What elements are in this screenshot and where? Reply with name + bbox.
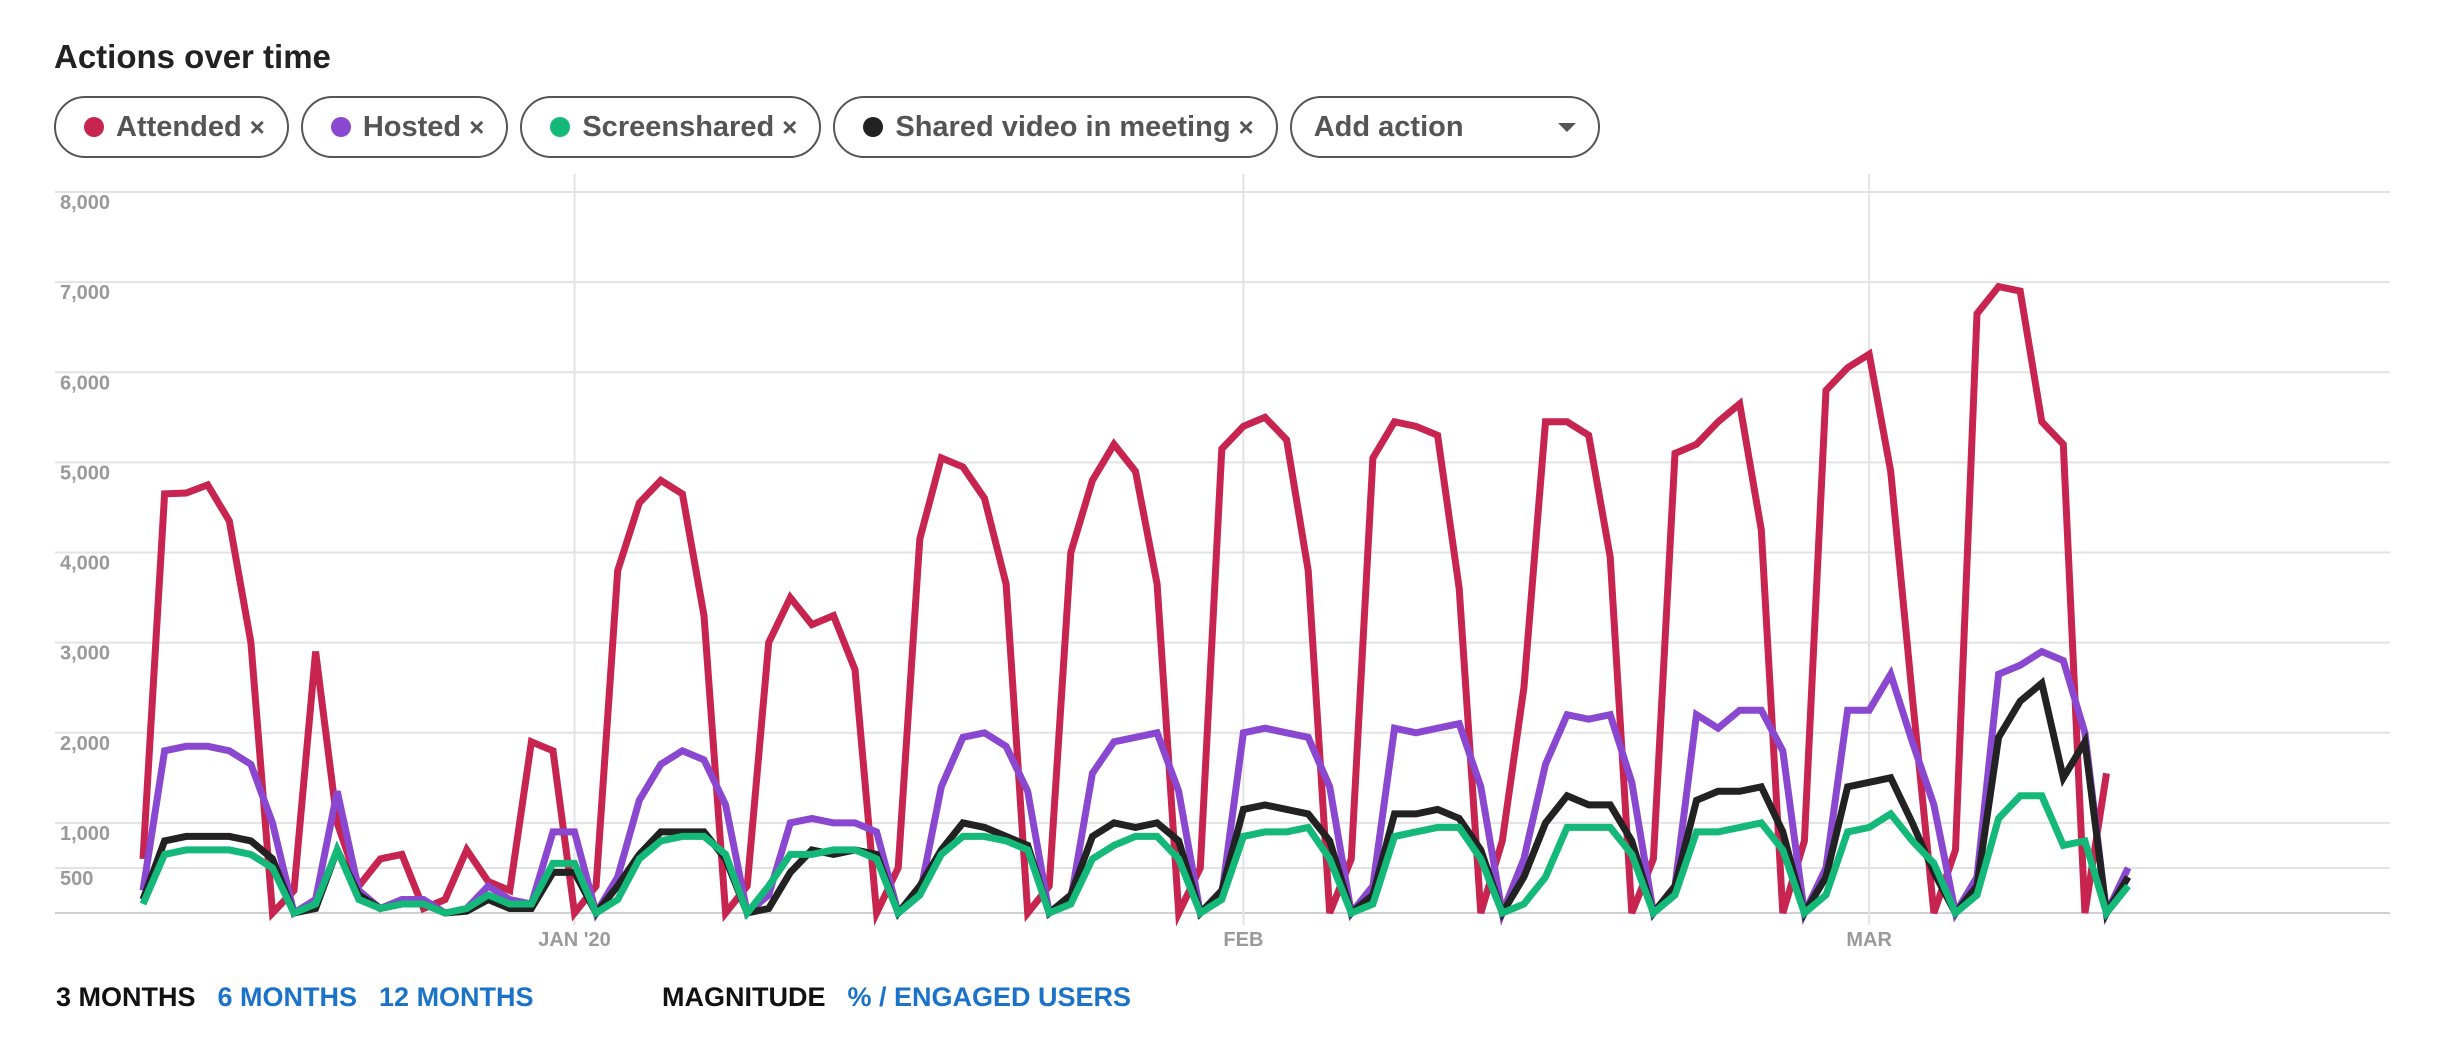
y-tick-label: 5,000 [60, 462, 110, 484]
y-tick-label: 500 [60, 868, 93, 890]
y-tick-label: 8,000 [60, 192, 110, 214]
add-action-label: Add action [1313, 110, 1464, 143]
y-tick-label: 3,000 [60, 643, 110, 665]
chip-shared-video[interactable]: Shared video in meeting × [833, 96, 1278, 158]
time-range-selector: 3 MONTHS 6 MONTHS 12 MONTHS [56, 982, 556, 1013]
remove-icon[interactable]: × [469, 111, 485, 142]
screenshared-dot-icon [550, 117, 571, 137]
series-line-screenshared [139, 792, 2131, 921]
mode-engaged-users[interactable]: % / ENGAGED USERS [847, 982, 1132, 1012]
chart-grid [55, 174, 2390, 925]
chart-series [139, 282, 2132, 927]
chart-title: Actions over time [54, 38, 331, 75]
line-chart: 500 1,000 2,000 3,000 4,000 5,000 6,000 7,000 8,… [55, 174, 2390, 951]
range-6-months[interactable]: 6 MONTHS [217, 982, 358, 1012]
chip-hosted[interactable]: Hosted × [300, 96, 509, 158]
x-tick-label: MAR [1846, 929, 1892, 951]
chip-screenshared[interactable]: Screenshared × [520, 96, 822, 158]
series-line-attended [139, 282, 2110, 927]
hosted-dot-icon [330, 117, 351, 137]
y-axis: 500 1,000 2,000 3,000 4,000 5,000 6,000 7,000 8,… [60, 192, 110, 890]
add-action-dropdown[interactable]: Add action [1289, 96, 1600, 158]
chip-label: Shared video in meeting [895, 110, 1231, 143]
y-tick-label: 7,000 [60, 282, 110, 304]
x-tick-label: FEB [1223, 929, 1263, 951]
y-tick-label: 2,000 [60, 733, 110, 755]
x-axis: JAN '20 FEB MAR [538, 929, 1892, 951]
y-tick-label: 6,000 [60, 372, 110, 394]
range-3-months[interactable]: 3 MONTHS [56, 982, 196, 1012]
action-chips: Attended × Hosted × Screenshared × Share… [54, 96, 1600, 158]
chip-label: Hosted [362, 110, 462, 143]
remove-icon[interactable]: × [249, 111, 265, 142]
attended-dot-icon [84, 117, 104, 137]
mode-magnitude[interactable]: MAGNITUDE [662, 982, 826, 1012]
chip-attended[interactable]: Attended × [54, 96, 289, 158]
x-tick-label: JAN '20 [538, 929, 611, 951]
range-12-months[interactable]: 12 MONTHS [379, 982, 534, 1012]
shared-video-dot-icon [863, 117, 884, 137]
y-tick-label: 4,000 [60, 553, 110, 575]
caret-down-icon [1557, 122, 1576, 132]
y-tick-label: 1,000 [60, 823, 110, 845]
remove-icon[interactable]: × [782, 111, 798, 142]
scale-mode-selector: MAGNITUDE % / ENGAGED USERS [662, 982, 1153, 1013]
remove-icon[interactable]: × [1238, 111, 1254, 142]
chip-label: Attended [116, 110, 242, 143]
chip-label: Screenshared [582, 110, 775, 143]
